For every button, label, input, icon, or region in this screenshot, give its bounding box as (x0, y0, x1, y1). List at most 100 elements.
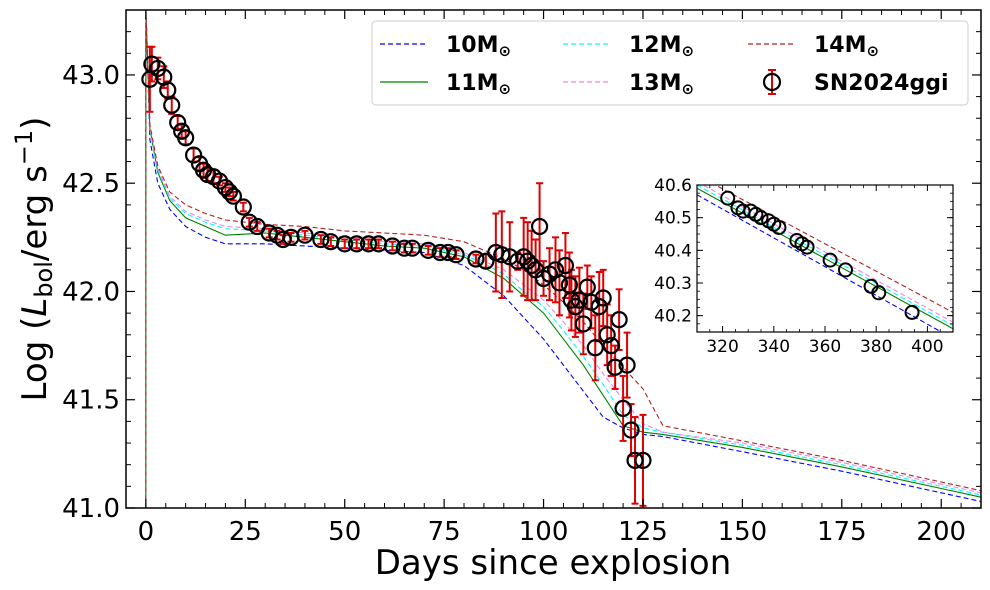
y-tick-label: 41.5 (62, 386, 120, 416)
inset-y-tick-label: 40.2 (654, 307, 692, 327)
observed-point (185, 146, 203, 164)
x-axis-label: Days since explosion (375, 543, 732, 583)
x-tick-label: 75 (428, 517, 461, 547)
observed-points (141, 55, 652, 469)
legend: 10M⊙ 11M⊙ 12M⊙ 13M⊙ 14M⊙ SN2024ggi (371, 20, 969, 106)
x-tick-label: 0 (138, 517, 155, 547)
inset-x-tick-label: 360 (809, 337, 841, 357)
observed-point (348, 235, 366, 253)
x-tick-label: 150 (718, 517, 768, 547)
observed-point (523, 256, 541, 275)
inset-point (771, 219, 787, 235)
y-tick-label: 42.0 (62, 277, 120, 307)
observed-point (419, 241, 437, 259)
observed-point (602, 337, 620, 355)
observed-point (260, 224, 278, 242)
main-plot-frame (125, 9, 982, 509)
inset-point (871, 285, 887, 301)
inset-x-tick-label: 380 (860, 337, 892, 357)
x-tick-label: 25 (229, 517, 262, 547)
legend-label: SN2024ggi (814, 71, 949, 96)
observed-point (594, 289, 612, 307)
observed-point (177, 129, 195, 147)
x-tick-label: 100 (519, 517, 569, 547)
observed-point (578, 278, 596, 296)
observed-point (550, 274, 569, 292)
observed-point (634, 451, 652, 469)
observed-point (220, 183, 238, 201)
observed-point (383, 237, 402, 255)
series-line-10M (145, 10, 981, 503)
observed-point (431, 243, 449, 262)
observed-point (618, 356, 636, 374)
inset-x-tick-label: 340 (758, 337, 790, 357)
y-tick-label: 43.0 (62, 61, 120, 91)
x-tick-label: 200 (916, 517, 966, 547)
legend-label: 14M⊙ (814, 33, 879, 60)
observed-errorbars (146, 45, 647, 507)
observed-point (234, 198, 252, 216)
y-tick-label: 42.5 (62, 169, 120, 199)
observed-point (493, 246, 511, 264)
inset-series (697, 185, 953, 332)
observed-point (622, 421, 640, 439)
legend-label: 11M⊙ (446, 71, 511, 98)
inset-x-tick-label: 320 (706, 337, 738, 357)
observed-point (169, 113, 187, 132)
observed-point (359, 235, 378, 253)
observed-point (467, 250, 485, 268)
observed-point (274, 230, 292, 249)
observed-point (477, 252, 495, 270)
inset-point (720, 190, 736, 206)
observed-point (610, 311, 628, 329)
observed-point (159, 81, 177, 99)
inset-x-tick-label: 400 (911, 337, 943, 357)
observed-point (224, 187, 242, 205)
inset-y-tick-label: 40.3 (654, 274, 692, 294)
inset-point (837, 262, 853, 278)
y-tick-label: 41.0 (62, 494, 120, 524)
inset-tick-labels: 320 340 360 380 400 40.2 40.3 40.4 40.5 40.6 (654, 176, 943, 357)
observed-point (439, 243, 457, 262)
observed-point (598, 326, 616, 344)
inset-point (799, 239, 815, 255)
observed-point (149, 59, 167, 78)
observed-point (590, 298, 608, 316)
observed-point (586, 339, 604, 357)
observed-point (574, 315, 592, 333)
observed-point (447, 246, 465, 264)
series-line-12M (145, 10, 981, 496)
observed-point (336, 235, 354, 253)
x-tick-label: 125 (618, 517, 668, 547)
observed-point (556, 256, 575, 275)
observed-point (296, 226, 314, 244)
x-tick-label: 50 (328, 517, 361, 547)
legend-label: 13M⊙ (629, 71, 694, 98)
observed-point (570, 291, 588, 309)
main-axis-ticks (125, 9, 982, 509)
observed-point (395, 239, 413, 257)
observed-point (530, 217, 549, 236)
inset-axis-ticks (696, 184, 954, 333)
inset-line-10M (697, 194, 943, 332)
observed-point (626, 451, 644, 469)
inset-point (904, 304, 920, 320)
inset-line-14M (714, 185, 953, 313)
observed-point (614, 399, 632, 417)
x-tick-label: 175 (817, 517, 867, 547)
y-axis-label: Log (Lbol/erg s−1) (10, 117, 58, 402)
inset-y-tick-label: 40.4 (654, 241, 692, 261)
legend-marker (762, 72, 782, 92)
inset-point (822, 252, 838, 268)
legend-box (371, 20, 969, 106)
observed-point (163, 96, 181, 114)
observed-point (312, 230, 330, 249)
inset-points (720, 190, 920, 320)
main-tick-labels: 0 25 50 75 100 125 150 175 200 41.0 41.5 42.0 42.5 43… (62, 61, 966, 547)
inset-y-tick-label: 40.6 (654, 176, 692, 196)
main-plot-series (145, 10, 981, 508)
legend-label: 12M⊙ (629, 33, 694, 60)
observed-point (403, 239, 421, 257)
inset-y-tick-label: 40.5 (654, 209, 692, 229)
